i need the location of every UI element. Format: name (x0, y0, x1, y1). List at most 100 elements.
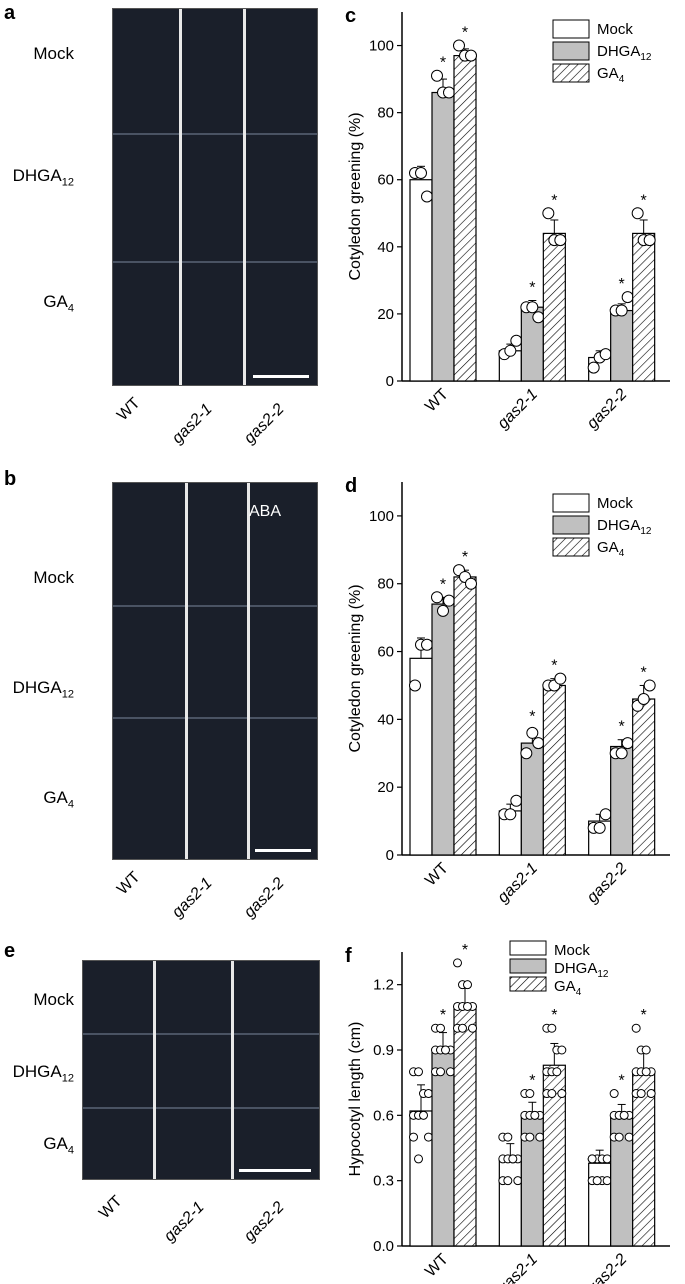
row-label-dhga-e: DHGA12 (12, 1062, 74, 1085)
data-point (468, 1023, 477, 1033)
significance-star: * (551, 1007, 557, 1024)
row-label-dhga-b: DHGA12 (12, 678, 74, 701)
genotype-label-gas2-1-e: gas2-1 (161, 1198, 208, 1246)
data-point (530, 1110, 540, 1120)
significance-star: * (462, 549, 468, 566)
scale-bar (239, 1169, 311, 1172)
significance-star: * (462, 25, 468, 42)
data-point (436, 1023, 445, 1033)
x-category-label: gas2-2 (584, 386, 631, 433)
genotype-label-wt-b: WT (114, 868, 144, 899)
data-point (552, 1067, 562, 1077)
panel-letter-b: b (4, 468, 17, 490)
y-axis-label: Cotyledon greening (%) (347, 584, 364, 752)
significance-star: * (440, 576, 446, 593)
data-point (463, 980, 472, 990)
data-point (510, 334, 523, 347)
genotype-label-gas2-1-a: gas2-1 (169, 400, 216, 448)
data-point (621, 737, 634, 750)
data-point (602, 1176, 612, 1186)
data-point (641, 1045, 651, 1055)
legend-swatch-ga (509, 976, 547, 992)
significance-star: * (619, 276, 625, 293)
bar-chart-d: d 0 20 40 60 80 100 Cotyledon greening (%) * * WT *… (345, 475, 670, 906)
bar-dhga-gas2-1 (520, 742, 544, 856)
y-tick-label: 1.2 (373, 977, 394, 994)
significance-star: * (619, 1073, 625, 1090)
data-point (436, 1067, 445, 1077)
data-point (602, 1154, 612, 1164)
data-point (525, 1132, 535, 1142)
data-point (554, 234, 567, 247)
significance-star: * (619, 719, 625, 736)
legend-label-dhga: DHGA12 (597, 517, 652, 537)
x-category-label: gas2-2 (584, 1251, 631, 1284)
legend-label-mock: Mock (554, 942, 590, 959)
y-tick-label: 0 (386, 847, 394, 864)
legend-label-ga: GA4 (597, 539, 625, 559)
x-category-label: WT (422, 386, 452, 416)
bar-ga-gas2-2 (632, 232, 656, 382)
legend-swatch-mock (552, 493, 590, 513)
data-point (446, 1067, 455, 1077)
y-tick-label: 80 (377, 576, 394, 593)
legend-swatch-mock (509, 940, 547, 956)
legend-swatch-dhga (552, 515, 590, 535)
y-tick-label: 100 (369, 38, 394, 55)
bar-ga-gas2-1 (542, 232, 566, 382)
data-point (557, 1045, 567, 1055)
significance-star: * (551, 192, 557, 209)
data-point (547, 1023, 557, 1033)
data-point (532, 311, 545, 324)
bar-mock-WT (409, 1110, 433, 1247)
data-point (526, 301, 539, 314)
legend-label-dhga: DHGA12 (597, 43, 652, 63)
data-point (615, 747, 628, 760)
data-point (421, 638, 433, 651)
data-point (431, 69, 443, 82)
data-point (599, 808, 612, 821)
y-tick-label: 20 (377, 779, 394, 796)
data-point (615, 304, 628, 317)
y-axis-label: Cotyledon greening (%) (347, 112, 364, 280)
legend-label-dhga: DHGA12 (554, 960, 609, 980)
data-point (424, 1089, 433, 1099)
significance-star: * (641, 664, 647, 681)
y-tick-label: 0.3 (373, 1173, 394, 1190)
data-point (437, 604, 449, 617)
data-point (458, 1023, 467, 1033)
significance-star: * (462, 942, 468, 959)
data-point (631, 207, 644, 220)
significance-star: * (440, 1007, 446, 1024)
bar-chart-f: f 0.0 0.3 0.6 0.9 1.2 Hypocotyl length (cm) * * W… (345, 940, 670, 1284)
y-tick-label: 60 (377, 644, 394, 661)
y-tick-label: 100 (369, 508, 394, 525)
bar-ga-WT (453, 55, 477, 382)
data-point (532, 737, 545, 750)
y-tick-label: 20 (377, 306, 394, 323)
data-point (624, 1132, 634, 1142)
legend-swatch-ga (552, 537, 590, 557)
significance-star: * (551, 658, 557, 675)
data-point (621, 291, 634, 304)
bar-chart-c: c 0 20 40 60 80 100 Cotyledon greening (%) * * WT *… (345, 5, 670, 433)
data-point (614, 1132, 624, 1142)
data-point (508, 1154, 518, 1164)
significance-star: * (440, 55, 446, 72)
legend-swatch-dhga (552, 41, 590, 61)
significance-star: * (641, 192, 647, 209)
data-point (557, 1089, 567, 1099)
y-tick-label: 0 (386, 373, 394, 390)
data-point (609, 1089, 619, 1099)
data-point (504, 344, 517, 357)
data-point (419, 1110, 428, 1120)
data-point (599, 348, 612, 361)
data-point (424, 1132, 433, 1142)
data-point (587, 361, 600, 374)
bar-ga-WT (453, 1005, 477, 1247)
data-point (441, 1045, 450, 1055)
data-point (554, 672, 567, 685)
genotype-label-wt-e: WT (96, 1192, 126, 1223)
scale-bar (253, 375, 309, 378)
data-point (443, 86, 455, 99)
